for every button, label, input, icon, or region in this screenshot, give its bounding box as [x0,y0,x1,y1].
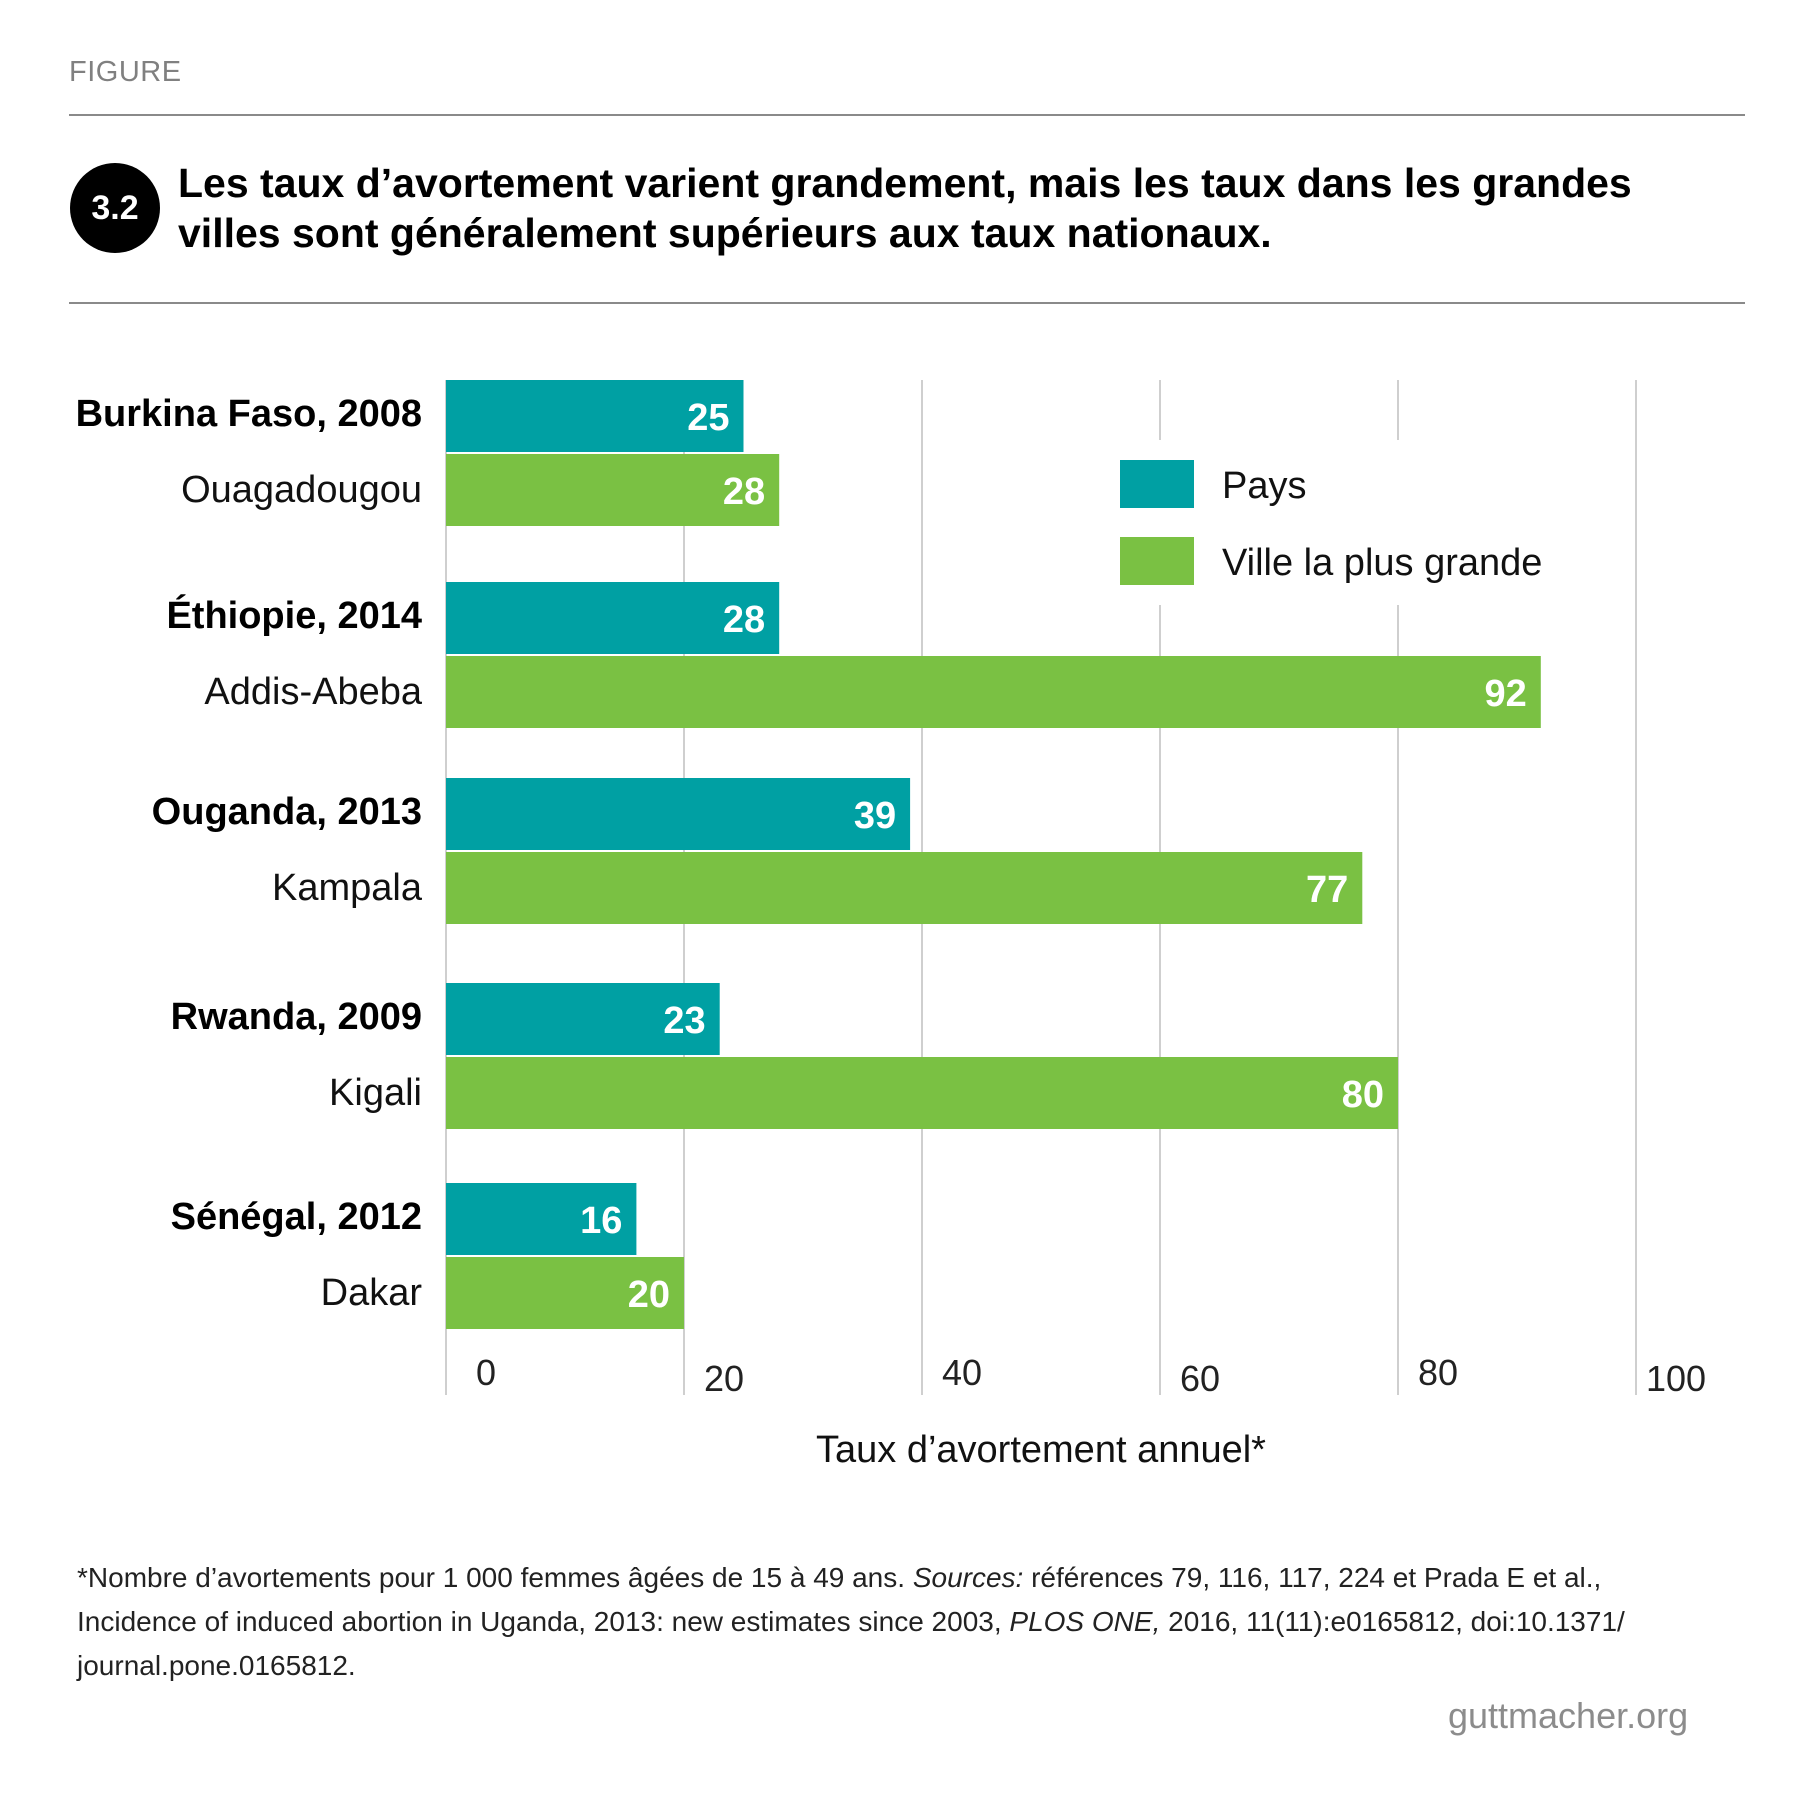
bar-value-label: 28 [723,599,765,641]
bar-value-label: 77 [1306,869,1348,911]
figure-kicker: FIGURE [69,56,182,88]
footnote-text: *Nombre d’avortements pour 1 000 femmes … [77,1562,913,1593]
bar-country-0 [446,380,744,452]
bar-value-label: 16 [580,1200,622,1242]
footnote-citation: 2016, 11(11):e0165812, doi:10.1371/ jour… [77,1606,1625,1681]
bar-city-0 [446,454,780,526]
bar-value-label: 92 [1485,673,1527,715]
bar-value-label: 28 [723,471,765,513]
footnote-reference: références 79, 116, 117, 224 et Prada E … [77,1562,1602,1637]
bar-value-label: 39 [854,795,896,837]
bar-value-label: 25 [687,397,729,439]
bar-value-label: 80 [1342,1074,1384,1116]
x-tick-label: 40 [942,1352,982,1393]
city-label: Kigali [329,1072,422,1114]
x-tick-label: 0 [476,1352,496,1393]
bar-country-4 [446,1183,637,1255]
chart-title: Les taux d’avortement varient grandement… [178,160,1632,256]
country-label: Rwanda, 2009 [171,996,422,1038]
title-divider [69,302,1745,304]
footnote: *Nombre d’avortements pour 1 000 femmes … [77,1556,1727,1688]
figure-number-badge: 3.2 [70,163,160,253]
top-divider [69,114,1745,116]
city-label: Kampala [272,867,423,909]
city-label: Ouagadougou [181,469,422,511]
x-tick-label: 20 [704,1358,744,1399]
bar-country-3 [446,983,720,1055]
bar-value-label: 20 [628,1274,670,1316]
bar-country-1 [446,582,780,654]
bar-city-2 [446,852,1363,924]
bar-city-4 [446,1257,684,1329]
country-label: Burkina Faso, 2008 [76,393,422,435]
legend-swatch [1120,537,1194,585]
brand-url: guttmacher.org [1448,1695,1689,1736]
city-label: Addis-Abeba [204,671,422,713]
bar-value-label: 23 [663,1000,705,1042]
bar-country-2 [446,778,911,850]
bar-city-1 [446,656,1541,728]
x-tick-label: 60 [1180,1358,1220,1399]
country-label: Éthiopie, 2014 [166,593,422,637]
legend-label: Ville la plus grande [1222,542,1542,584]
city-label: Dakar [321,1272,423,1314]
country-label: Ouganda, 2013 [152,791,422,833]
x-tick-label: 100 [1646,1358,1706,1399]
legend-swatch [1120,460,1194,508]
footnote-journal: PLOS ONE, [1009,1606,1161,1637]
legend-label: Pays [1222,465,1306,507]
bar-chart: 25 28 Burkina Faso, 2008 Ouagadougou 28 92 Éth… [76,380,1706,1471]
x-axis-label: Taux d’avortement annuel* [816,1429,1266,1471]
footnote-sources-label: Sources: [912,1562,1024,1593]
bar-city-3 [446,1057,1398,1129]
country-label: Sénégal, 2012 [171,1196,422,1238]
x-tick-label: 80 [1418,1352,1458,1393]
